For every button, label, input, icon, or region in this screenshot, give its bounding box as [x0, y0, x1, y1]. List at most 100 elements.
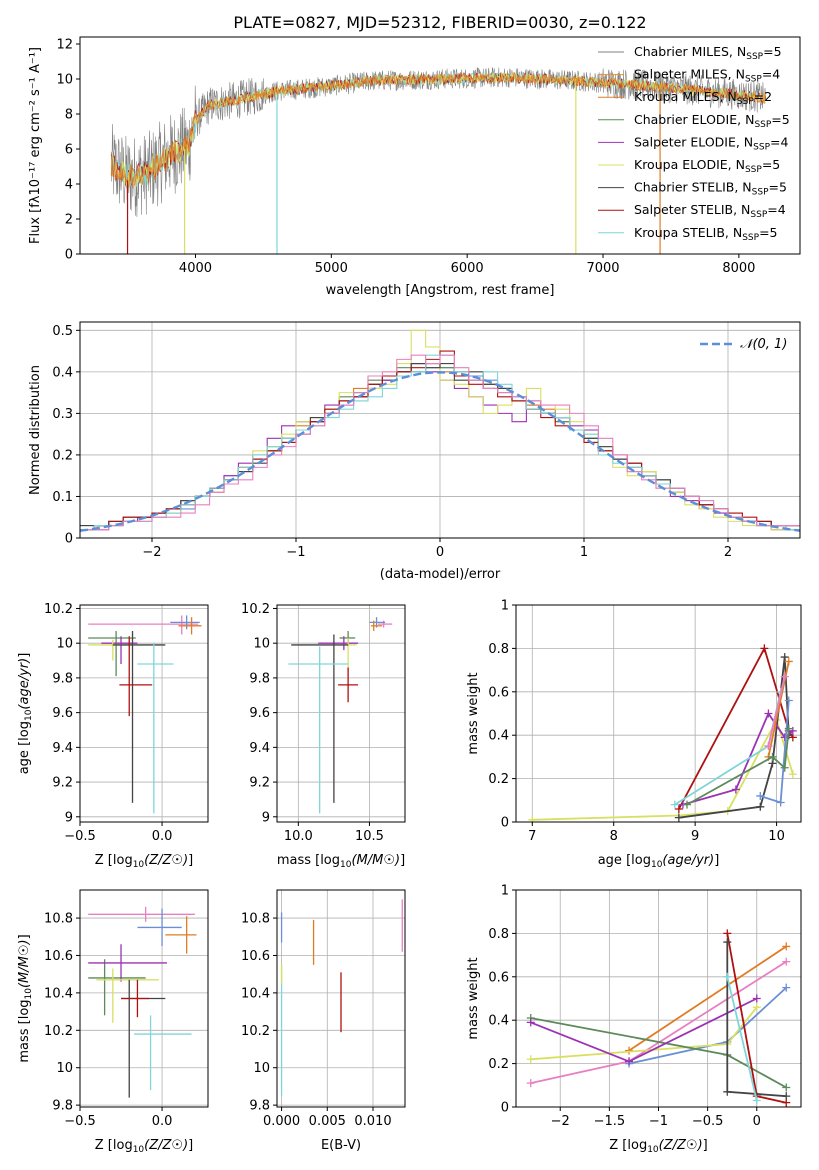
y-tick-label: 8 [65, 108, 73, 123]
weight-point [780, 653, 789, 662]
weight-point [782, 1092, 791, 1101]
legend-text: =2 [754, 89, 772, 104]
weight-point [784, 696, 793, 705]
weight-point [788, 726, 797, 735]
weight-point [756, 802, 765, 811]
y-tick-label: 9.8 [249, 671, 270, 686]
legend-label: 𝒩(0, 1) [740, 337, 787, 352]
y-tick-label: 10.2 [241, 1024, 270, 1039]
x-axis-label: (data-model)/error [380, 567, 501, 582]
residuals-panel: −2 −1 0 1 2 0 0.1 0.2 0.3 0.4 0.5 𝒩(0, 1) (data-mode… [28, 321, 801, 582]
weight-line [678, 646, 794, 810]
y-tick-label: 9.8 [52, 1099, 73, 1114]
weight-point [782, 983, 791, 992]
y-tick-label: 0.4 [52, 365, 73, 380]
normal-curve [79, 371, 801, 532]
y-tick-label: 0.3 [52, 407, 73, 422]
x-tick-label: 1 [580, 545, 588, 560]
legend-text: Chabrier STELIB, N [634, 180, 752, 195]
weight-point [780, 672, 789, 681]
axes-frame [515, 604, 802, 823]
x-tick-label: −1 [286, 545, 305, 560]
label-subscript: 10 [340, 860, 352, 870]
weight-point [756, 791, 765, 800]
x-axis-label: mass [log10(M/M☉)] [277, 853, 405, 870]
y-tick-label: 10.2 [241, 602, 270, 617]
x-tick-label: −2 [142, 545, 161, 560]
weight-point [788, 770, 797, 779]
weight-point [752, 1003, 761, 1012]
y-tick-label: 10.6 [44, 949, 73, 964]
y-tick-label: 9.8 [52, 671, 73, 686]
weight-line [628, 945, 787, 1052]
axes-frame [276, 604, 406, 823]
x-tick-label: 7 [528, 829, 536, 844]
legend-label: Kroupa ELODIE, NSSP=5 [634, 157, 780, 175]
y-tick-label: 0.8 [488, 927, 509, 942]
legend-text: =4 [762, 67, 780, 82]
y-tick-label: 0.2 [488, 1057, 509, 1072]
legend-subscript: SSP [753, 142, 770, 152]
y-tick-label: 0 [65, 532, 73, 547]
weight-point [752, 994, 761, 1003]
y-tick-label: 9.4 [249, 741, 270, 756]
weight-point [674, 813, 683, 822]
y-tick-label: 10.8 [241, 912, 270, 927]
label-text: (Z/Z☉) [144, 853, 188, 868]
spectrum-model-line [110, 71, 767, 189]
y-tick-label: 0.2 [488, 772, 509, 787]
figure-title: PLATE=0827, MJD=52312, FIBERID=0030, z=0… [233, 13, 646, 32]
label-text: ] [188, 853, 193, 868]
label-text: Z [log [95, 853, 133, 868]
y-axis-label: mass weight [466, 957, 481, 1039]
y-tick-label: 0 [501, 1101, 509, 1116]
x-tick-label: −1 [649, 1114, 668, 1129]
y-tick-label: 9.8 [249, 1099, 270, 1114]
legend-subscript: SSP [746, 52, 763, 62]
legend-subscript: SSP [745, 165, 762, 175]
legend-text: Chabrier MILES, N [634, 44, 746, 59]
x-axis-label: Z [log10(Z/Z☉)] [95, 853, 193, 870]
legend-subscript: SSP [742, 233, 759, 243]
y-tick-label: 9.6 [249, 706, 270, 721]
weight-point [723, 1087, 732, 1096]
x-tick-label: 9 [691, 829, 699, 844]
label-text: age [log [598, 853, 651, 868]
legend-subscript: SSP [754, 120, 771, 130]
x-tick-label: 0.010 [354, 1114, 391, 1129]
x-axis-label: E(B-V) [321, 1138, 361, 1153]
weight-point [784, 657, 793, 666]
legend-text: =5 [762, 157, 780, 172]
legend-label: Chabrier MILES, NSSP=5 [634, 44, 782, 62]
y-tick-label: 10.4 [44, 986, 73, 1001]
x-tick-label: 0.0 [152, 829, 173, 844]
x-tick-label: 8 [610, 829, 618, 844]
label-text: age [log [17, 721, 32, 774]
weight-point [760, 644, 769, 653]
y-tick-label: 10 [56, 637, 73, 652]
y-tick-label: 1 [501, 599, 509, 614]
label-text: ] [400, 853, 405, 868]
x-axis-label: age [log10(age/yr)] [598, 853, 720, 870]
label-text: mass [log [277, 853, 340, 868]
spectrum-panel: 4000 5000 6000 7000 8000 0 2 4 6 8 10 12 Chabrier MI… [28, 36, 801, 298]
legend-label: Kroupa STELIB, NSSP=5 [634, 225, 778, 243]
y-tick-label: 10 [253, 637, 270, 652]
weight-point [780, 763, 789, 772]
label-text: ] [17, 653, 32, 658]
legend-text: =5 [763, 44, 781, 59]
weight-point [776, 798, 785, 807]
x-tick-label: 6000 [451, 261, 484, 276]
y-tick-label: 6 [65, 143, 73, 158]
y-tick-label: 9.4 [52, 741, 73, 756]
label-text: Z [log [609, 1138, 647, 1153]
weight-point [731, 785, 740, 794]
x-tick-label: 10.0 [284, 829, 313, 844]
weight-point [526, 1055, 535, 1064]
x-tick-label: −0.5 [692, 1114, 724, 1129]
x-tick-label: 0 [753, 1114, 761, 1129]
legend-subscript: SSP [737, 97, 754, 107]
weight-point [526, 1079, 535, 1088]
y-tick-label: 0.4 [488, 1014, 509, 1029]
